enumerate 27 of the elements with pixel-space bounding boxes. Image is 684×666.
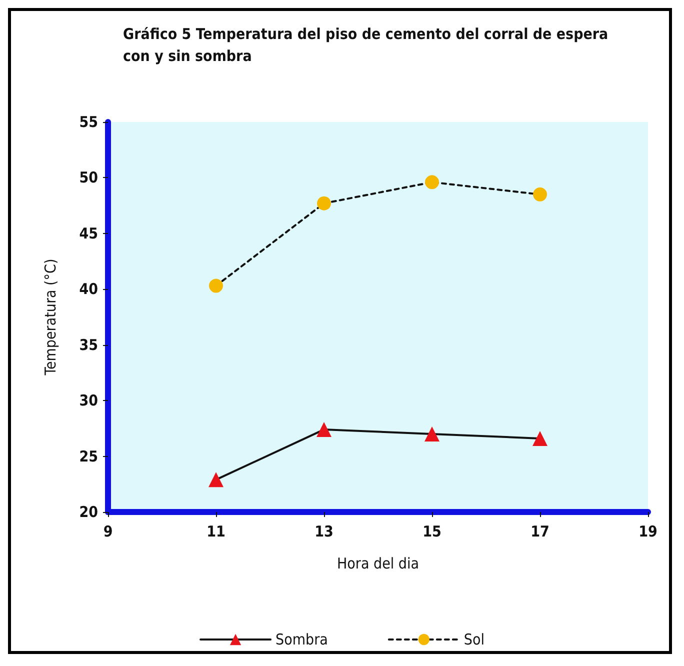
legend-label: Sombra [276, 630, 328, 648]
y-tick-label: 20 [79, 503, 98, 521]
point [209, 278, 223, 293]
x-axis-title: Hora del dia [336, 554, 420, 572]
x-tick-label: 19 [638, 522, 658, 540]
point [317, 196, 331, 210]
point [425, 175, 439, 190]
point [316, 422, 332, 438]
y-tick-label: 40 [79, 280, 98, 298]
x-tick-label: 17 [530, 522, 550, 540]
y-tick-label: 45 [79, 224, 98, 242]
y-tick-label: 55 [79, 113, 98, 131]
chart-title: Gráfico 5 Temperatura del piso de cemento del corral de espera con y sin sombra [123, 25, 613, 65]
y-tick-label: 35 [79, 336, 98, 354]
y-tick-label: 25 [79, 447, 98, 466]
y-tick-label: 30 [79, 392, 98, 410]
y-axis-title: Temperatura (°C) [42, 258, 60, 376]
point [424, 426, 440, 442]
y-tick-label: 50 [79, 168, 98, 187]
x-tick-label: 15 [422, 522, 442, 540]
point [533, 187, 547, 202]
x-tick-label: 13 [314, 522, 334, 540]
point [532, 430, 548, 446]
x-tick-label: 9 [103, 522, 113, 540]
legend-label: Sol [464, 630, 484, 648]
point [208, 472, 224, 488]
x-tick-label: 11 [206, 522, 226, 540]
